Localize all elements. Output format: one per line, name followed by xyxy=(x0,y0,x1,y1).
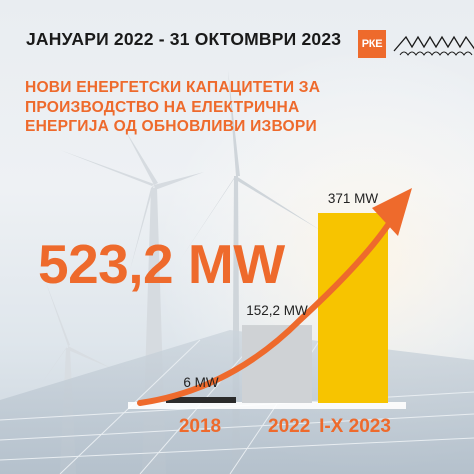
bar-2 xyxy=(242,325,312,403)
category-label: 2022 xyxy=(268,416,310,437)
data-label: 6 MW xyxy=(183,375,219,390)
bar-1 xyxy=(166,397,236,403)
data-label: 152,2 MW xyxy=(246,303,308,318)
wave-icon xyxy=(393,35,474,56)
category-label: I-X 2023 xyxy=(319,416,391,437)
data-label: 371 MW xyxy=(328,191,379,206)
logo: РКЕ xyxy=(358,30,474,58)
date-range-header: ЈАНУАРИ 2022 - 31 ОКТОМВРИ 2023 xyxy=(26,29,342,49)
category-label: 2018 xyxy=(179,416,221,437)
trend-arrow-icon xyxy=(137,188,412,406)
total-capacity: 523,2 MW xyxy=(38,233,285,295)
logo-mark: РКЕ xyxy=(358,30,386,58)
title-line: ЕНЕРГИЈА ОД ОБНОВЛИВИ ИЗВОРИ xyxy=(25,118,317,135)
bar-chart: 6 MW 152,2 MW 371 MW 2018 2022 I-X 2023 xyxy=(128,188,412,437)
page-title: НОВИ ЕНЕРГЕТСКИ КАПАЦИТЕТИ ЗА ПРОИЗВОДСТ… xyxy=(25,78,355,137)
trend-line xyxy=(137,222,391,406)
baseline xyxy=(128,402,406,409)
title-line: НОВИ ЕНЕРГЕТСКИ КАПАЦИТЕТИ ЗА xyxy=(25,79,321,96)
arrow-head-icon xyxy=(372,188,412,236)
title-line: ПРОИЗВОДСТВО НА ЕЛЕКТРИЧНА xyxy=(25,98,300,116)
